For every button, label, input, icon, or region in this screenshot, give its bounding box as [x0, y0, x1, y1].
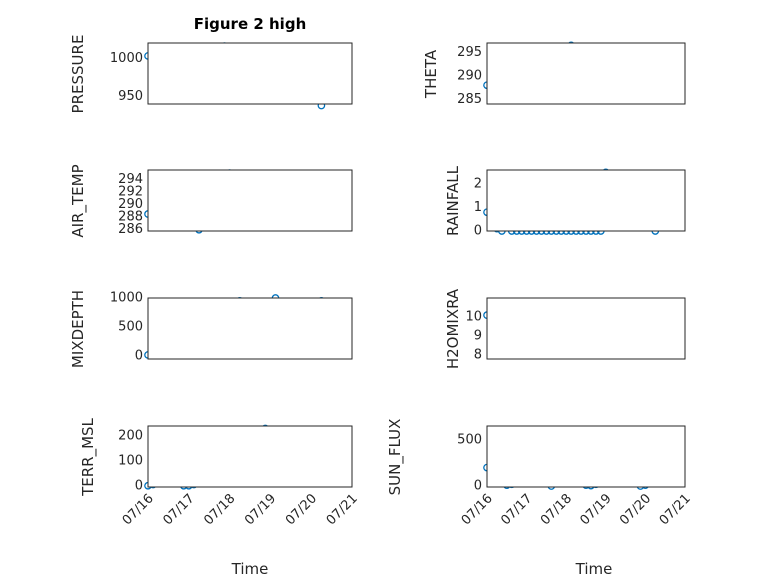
- x-tick-label: 07/17: [161, 491, 198, 528]
- y-axis-label-mixdepth: MIXDEPTH: [69, 290, 87, 368]
- y-tick-label: 0: [135, 478, 143, 493]
- y-tick-label: 286: [118, 222, 143, 237]
- x-tick-label: 07/19: [578, 491, 615, 528]
- y-tick-label: 8: [474, 348, 482, 363]
- x-tick-label: 07/18: [201, 491, 238, 528]
- y-tick-label: 294: [118, 172, 143, 187]
- y-tick-label: 500: [457, 432, 482, 447]
- x-tick-label: 07/21: [324, 491, 361, 528]
- y-axis-label-air-temp: AIR_TEMP: [69, 164, 88, 237]
- y-tick-label: 0: [474, 479, 482, 494]
- plot-area-h2omixra: [486, 297, 686, 360]
- x-tick-label: 07/16: [120, 491, 157, 528]
- y-tick-label: 950: [118, 89, 143, 104]
- y-tick-label: 100: [118, 453, 143, 468]
- plot-area-pressure: [147, 42, 353, 105]
- x-tick-label: 07/17: [498, 491, 535, 528]
- subplot-rainfall: 0 1 2 RAINFALL: [444, 165, 686, 239]
- y-tick-label: 9: [474, 329, 482, 344]
- plot-area-air-temp: [147, 169, 353, 232]
- y-axis-label-rainfall: RAINFALL: [444, 165, 462, 236]
- y-tick-label: 1000: [110, 291, 143, 306]
- y-tick-label: 285: [457, 92, 482, 107]
- x-tick-label: 07/18: [538, 491, 575, 528]
- y-tick-label: 1000: [110, 51, 143, 66]
- x-axis-label-right: Time: [575, 560, 613, 578]
- plot-area-mixdepth: [147, 297, 353, 360]
- subplot-pressure: 950 1000 Figure 2 high PRESSURE: [69, 15, 353, 114]
- plot-area-rainfall: [486, 169, 686, 232]
- plot-area-terr-msl: [147, 425, 353, 488]
- subplot-theta: 285 290 295 THETA: [422, 41, 686, 107]
- y-tick-label: 200: [118, 428, 143, 443]
- plot-area-theta: [486, 42, 686, 105]
- x-axis-label-left: Time: [231, 560, 269, 578]
- y-tick-label: 290: [457, 68, 482, 83]
- y-tick-label: 295: [457, 45, 482, 60]
- y-tick-label: 2: [474, 177, 482, 192]
- y-tick-label: 290: [118, 197, 143, 212]
- x-tick-label: 07/16: [459, 491, 496, 528]
- subplot-mixdepth: 0 500 1000 MIXDEPTH: [69, 290, 353, 368]
- y-tick-label: 0: [135, 349, 143, 364]
- y-tick-label: 292: [118, 185, 143, 200]
- subplot-terr-msl: 0 100 200 07/16 07/17 07/18 07/19 07/20 07/21 T…: [79, 417, 361, 578]
- x-tick-label: 07/19: [242, 491, 279, 528]
- y-tick-label: 500: [118, 320, 143, 335]
- y-axis-label-terr-msl: TERR_MSL: [79, 417, 98, 496]
- subplot-h2omixra: 8 9 10 H2OMIXRA: [444, 288, 686, 369]
- plot-area-sun-flux: [486, 425, 686, 488]
- y-tick-label: 0: [474, 224, 482, 239]
- y-axis-label-theta: THETA: [422, 49, 440, 99]
- subplot-sun-flux: 0 500 07/16 07/17 07/18 07/19 07/20 07/21 SUN_…: [386, 419, 694, 578]
- y-tick-label: 288: [118, 210, 143, 225]
- y-tick-label: 10: [465, 310, 482, 325]
- y-axis-label-h2omixra: H2OMIXRA: [444, 288, 462, 369]
- x-tick-label: 07/20: [617, 491, 654, 528]
- y-axis-label-pressure: PRESSURE: [69, 35, 87, 114]
- y-tick-label: 1: [474, 200, 482, 215]
- y-axis-label-sun-flux: SUN_FLUX: [386, 419, 405, 496]
- x-tick-label: 07/20: [283, 491, 320, 528]
- x-tick-label: 07/21: [657, 491, 694, 528]
- chart-title: Figure 2 high: [194, 15, 307, 33]
